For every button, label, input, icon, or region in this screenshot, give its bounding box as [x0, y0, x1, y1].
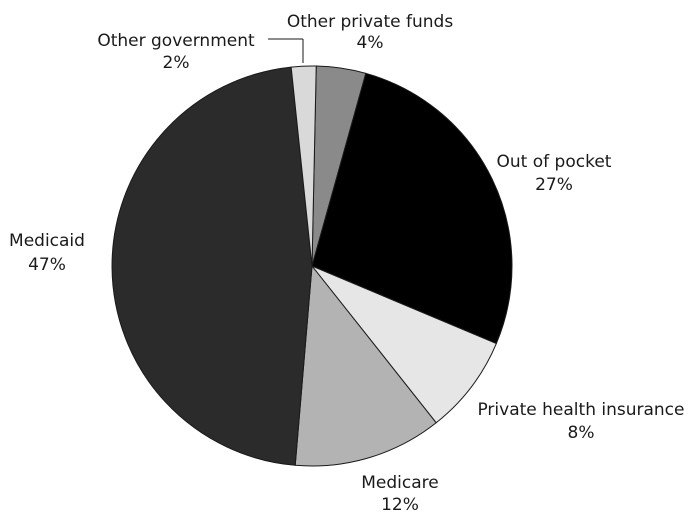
label-out-of-pocket: Out of pocket	[497, 152, 612, 172]
value-medicare: 12%	[381, 495, 419, 515]
label-other-government: Other government	[97, 31, 255, 51]
pie-slice-out-of-pocket	[311, 72, 513, 345]
value-other-private-funds: 4%	[357, 33, 384, 53]
label-private-health-insurance: Private health insurance	[477, 400, 684, 420]
value-out-of-pocket: 27%	[535, 175, 573, 195]
label-medicaid: Medicaid	[9, 231, 85, 251]
pie-slice-medicare	[294, 264, 437, 467]
value-medicaid: 47%	[28, 255, 66, 275]
value-private-health-insurance: 8%	[568, 423, 595, 443]
label-other-private-funds: Other private funds	[287, 12, 454, 32]
label-medicare: Medicare	[361, 473, 438, 493]
pie-slices	[111, 65, 513, 467]
pie-slice-private-health-insurance	[311, 265, 498, 424]
value-other-government: 2%	[163, 53, 190, 73]
pie-slice-other-government	[290, 65, 317, 267]
pie-slice-medicaid	[111, 66, 313, 466]
